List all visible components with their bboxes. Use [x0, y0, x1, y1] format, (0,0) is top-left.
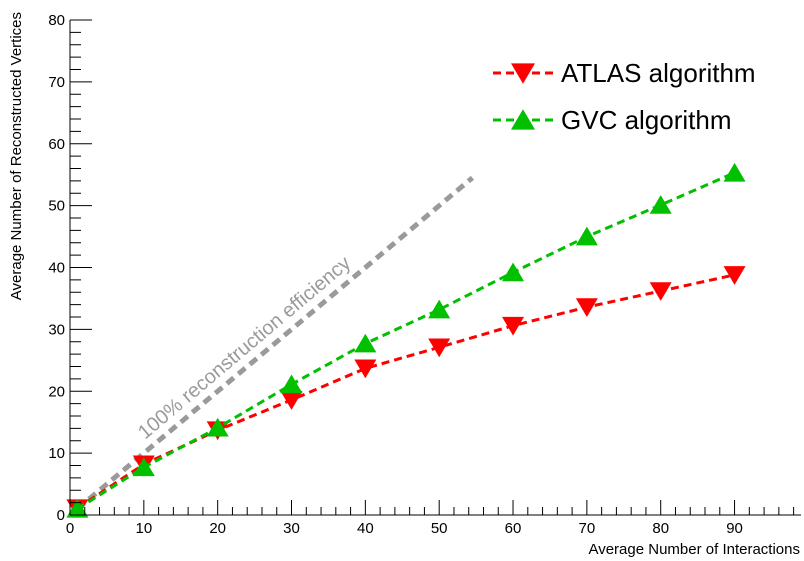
data-point [502, 316, 525, 336]
x-axis-title: Average Number of Interactions [588, 541, 800, 558]
series-line [76, 171, 736, 511]
series-layer [66, 162, 746, 519]
y-tick-label: 40 [48, 260, 65, 277]
x-axis: 0 10 20 30 40 50 60 70 80 90 [66, 500, 795, 537]
x-tick-label: 80 [652, 520, 669, 537]
data-point [575, 226, 598, 246]
data-point [502, 262, 525, 282]
x-tick-label: 90 [726, 520, 743, 537]
y-tick-label: 30 [48, 321, 65, 338]
x-tick-label: 20 [209, 520, 226, 537]
data-point [575, 298, 598, 317]
legend-label: GVC algorithm [561, 105, 732, 135]
data-point [206, 417, 229, 437]
x-tick-label: 0 [66, 520, 74, 537]
data-point [280, 374, 303, 394]
data-point [280, 391, 303, 410]
x-tick-label: 50 [431, 520, 448, 537]
y-tick-label: 70 [48, 74, 65, 91]
x-tick-label: 60 [505, 520, 522, 537]
reference-line-layer [75, 175, 475, 511]
y-tick-label: 80 [48, 12, 65, 29]
y-axis-title: Average Number of Reconstructed Vertices [8, 12, 25, 300]
reference-line [75, 175, 475, 511]
y-tick-label: 0 [57, 507, 65, 524]
data-point [649, 282, 672, 301]
data-point [723, 266, 746, 285]
data-point [354, 333, 377, 353]
x-tick-label: 40 [357, 520, 374, 537]
y-tick-label: 50 [48, 198, 65, 215]
x-tick-label: 10 [135, 520, 152, 537]
data-point [649, 195, 672, 214]
data-point [428, 299, 451, 319]
x-tick-label: 30 [283, 520, 300, 537]
legend-marker [511, 63, 535, 84]
legend-entry: GVC algorithm [493, 105, 732, 135]
y-tick-label: 20 [48, 383, 65, 400]
data-point [723, 162, 746, 182]
data-point [354, 359, 377, 379]
x-tick-label: 70 [579, 520, 596, 537]
legend-entry: ATLAS algorithm [493, 58, 756, 88]
legend: ATLAS algorithm GVC algorithm [493, 58, 756, 135]
y-tick-label: 60 [48, 136, 65, 153]
legend-marker [511, 109, 535, 130]
series-gvc [66, 162, 746, 518]
y-axis: 0 10 20 30 40 50 60 70 80 [48, 12, 92, 524]
data-point [132, 457, 155, 477]
legend-label: ATLAS algorithm [561, 58, 756, 88]
data-point [66, 498, 89, 518]
y-tick-label: 10 [48, 445, 65, 462]
data-point [428, 338, 451, 358]
